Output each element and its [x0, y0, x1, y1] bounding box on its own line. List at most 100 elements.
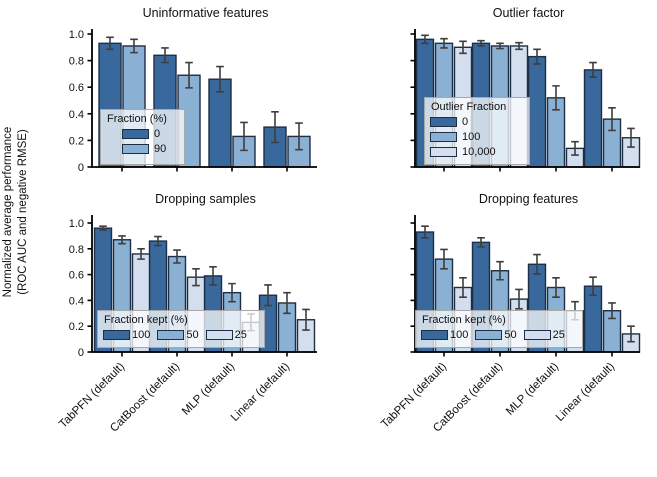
legend-entry-label: 100 — [132, 329, 151, 341]
legend-entry-label: 100 — [450, 329, 469, 341]
error-bar — [496, 42, 504, 50]
legend-title: Fraction kept (%) — [422, 314, 506, 326]
legend-entries-row: 100 50 25 — [103, 329, 259, 341]
error-bar — [627, 127, 635, 148]
error-bar — [608, 302, 616, 320]
legend-entry: 0 — [430, 116, 524, 128]
legend-swatch-kept-50 — [475, 330, 503, 340]
error-bar — [192, 267, 200, 287]
legend-entry-label: 0 — [154, 128, 161, 140]
error-bar — [477, 237, 485, 248]
error-bar — [459, 40, 467, 55]
error-bar — [295, 122, 303, 151]
axes — [414, 29, 640, 168]
error-bar — [589, 276, 597, 297]
chart-title-outlier-factor: Outlier factor — [492, 6, 565, 20]
legend-dropping-samples: Fraction kept (%) 100 50 25 — [97, 310, 265, 348]
y-tick-label: 0.2 — [69, 321, 84, 333]
error-bar — [264, 284, 272, 307]
y-tick-label: 0.6 — [69, 82, 84, 94]
error-bar — [515, 288, 523, 310]
legend-swatch-kept-25 — [205, 330, 233, 340]
x-category-label: Linear (default) — [554, 361, 617, 424]
legend-entries-row: 100 50 25 — [421, 329, 577, 341]
error-bar — [533, 48, 541, 65]
error-bar — [608, 107, 616, 132]
error-bar — [552, 85, 560, 111]
error-bar — [283, 291, 291, 315]
error-bar — [589, 61, 597, 79]
y-axis-label-line1: Normalized average performance — [2, 126, 14, 298]
error-bar — [240, 121, 248, 152]
legend-entry-label: 0 — [462, 116, 469, 128]
y-tick-label: 0 — [78, 347, 84, 359]
bar — [583, 69, 603, 168]
legend-entry-label: 10,000 — [462, 146, 496, 158]
legend-entry-label: 50 — [504, 329, 517, 341]
error-bar — [477, 39, 485, 47]
legend-entry: 100 — [430, 131, 524, 143]
error-bar — [421, 225, 429, 239]
error-bar — [459, 277, 467, 298]
legend-title: Outlier Fraction — [431, 101, 507, 113]
error-bar — [130, 38, 138, 54]
error-bar — [271, 111, 279, 144]
y-tick-label: 1.0 — [69, 29, 84, 41]
legend-swatch-fraction-0 — [122, 129, 149, 139]
error-bar — [440, 37, 448, 49]
legend-entry-label: 25 — [234, 329, 247, 341]
error-bar — [161, 47, 169, 64]
legend-uninformative-features: Fraction (%) 0 90 — [100, 109, 185, 165]
error-bar — [216, 65, 224, 93]
error-bar — [302, 308, 310, 331]
bar — [583, 285, 603, 353]
legend-title: Fraction kept (%) — [104, 314, 188, 326]
error-bar — [421, 34, 429, 45]
legend-swatch-outlier-100 — [430, 132, 457, 142]
legend-swatch-kept-25 — [523, 330, 551, 340]
error-bar — [571, 140, 579, 156]
error-bar — [515, 41, 523, 51]
legend-entry-label: 50 — [186, 329, 199, 341]
y-axis-label-line2: (ROC AUC and negative RMSE) — [17, 129, 30, 295]
error-bar — [209, 266, 217, 286]
error-bar — [154, 235, 162, 247]
error-bar — [118, 235, 126, 245]
y-axis-label: Normalized average performance (ROC AUC … — [1, 51, 33, 373]
error-bar — [137, 248, 145, 260]
legend-entry: 90 — [106, 143, 179, 155]
x-category-label: Linear (default) — [229, 361, 292, 424]
y-tick-label: 0.2 — [69, 135, 84, 147]
error-bar — [99, 225, 107, 231]
error-bar — [496, 260, 504, 281]
legend-entry: 10,000 — [430, 146, 524, 158]
error-bar — [533, 253, 541, 275]
axes — [91, 29, 317, 168]
legend-entry-label: 100 — [462, 131, 481, 143]
error-bar — [228, 282, 236, 303]
bar — [527, 55, 547, 168]
error-bar — [185, 61, 193, 89]
chart-title-dropping-samples: Dropping samples — [155, 192, 256, 206]
error-bar — [552, 277, 560, 298]
y-tick-label: 0.8 — [69, 244, 84, 256]
y-tick-label: 1.0 — [69, 218, 84, 230]
axes — [91, 215, 317, 353]
legend-entry: 0 — [106, 128, 179, 140]
chart-title-uninformative-features: Uninformative features — [142, 6, 269, 20]
legend-swatch-kept-100 — [103, 330, 130, 340]
legend-entry-label: 25 — [552, 329, 565, 341]
x-category-label: MLP (default) — [504, 361, 561, 418]
legend-swatch-kept-100 — [421, 330, 448, 340]
legend-swatch-outlier-10000 — [430, 147, 457, 157]
legend-swatch-outlier-0 — [430, 117, 457, 127]
y-tick-label: 0.4 — [69, 109, 84, 121]
legend-dropping-features: Fraction kept (%) 100 50 25 — [415, 310, 583, 348]
y-tick-label: 0.4 — [69, 295, 84, 307]
legend-outlier-factor: Outlier Fraction 0 100 10,000 — [424, 97, 530, 165]
legend-entry-label: 90 — [154, 143, 167, 155]
chart-title-dropping-features: Dropping features — [478, 192, 579, 206]
legend-swatch-kept-50 — [157, 330, 185, 340]
